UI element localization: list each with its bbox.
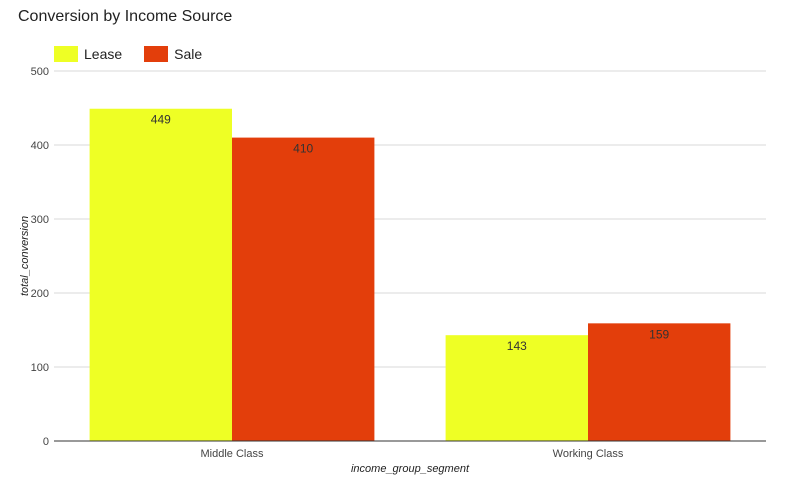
legend-label-lease: Lease bbox=[84, 46, 123, 62]
data-label-lease-middle-class: 449 bbox=[151, 113, 171, 127]
data-labels: 449 410 143 159 bbox=[151, 113, 670, 353]
y-axis-title: total_conversion bbox=[19, 216, 31, 296]
x-axis-title: income_group_segment bbox=[351, 463, 470, 475]
bar-sale-working-class[interactable] bbox=[588, 323, 731, 441]
y-tick-label-3: 300 bbox=[31, 214, 49, 226]
bar-lease-middle-class[interactable] bbox=[89, 108, 232, 442]
y-tick-label-0: 0 bbox=[43, 436, 49, 448]
y-tick-label-5: 500 bbox=[31, 66, 49, 78]
bars bbox=[89, 108, 731, 442]
data-label-sale-middle-class: 410 bbox=[293, 142, 313, 156]
x-axis-ticks: Middle Class Working Class bbox=[201, 448, 624, 460]
y-tick-label-2: 200 bbox=[31, 288, 49, 300]
y-axis-ticks: 0 100 200 300 400 500 bbox=[31, 66, 49, 448]
legend-label-sale: Sale bbox=[174, 46, 203, 62]
x-tick-label-1: Working Class bbox=[553, 448, 624, 460]
bar-sale-middle-class[interactable] bbox=[232, 137, 375, 441]
legend-item-sale[interactable]: Sale bbox=[144, 46, 202, 62]
legend: Lease Sale bbox=[54, 44, 224, 64]
x-tick-label-0: Middle Class bbox=[201, 448, 264, 460]
y-tick-label-1: 100 bbox=[31, 362, 49, 374]
data-label-lease-working-class: 143 bbox=[507, 339, 527, 353]
y-tick-label-4: 400 bbox=[31, 140, 49, 152]
bar-lease-working-class[interactable] bbox=[445, 335, 588, 441]
data-label-sale-working-class: 159 bbox=[649, 327, 669, 341]
legend-item-lease[interactable]: Lease bbox=[54, 46, 122, 62]
legend-swatch-sale bbox=[144, 46, 169, 62]
chart-title: Conversion by Income Source bbox=[18, 8, 233, 25]
legend-swatch-lease bbox=[54, 46, 78, 62]
